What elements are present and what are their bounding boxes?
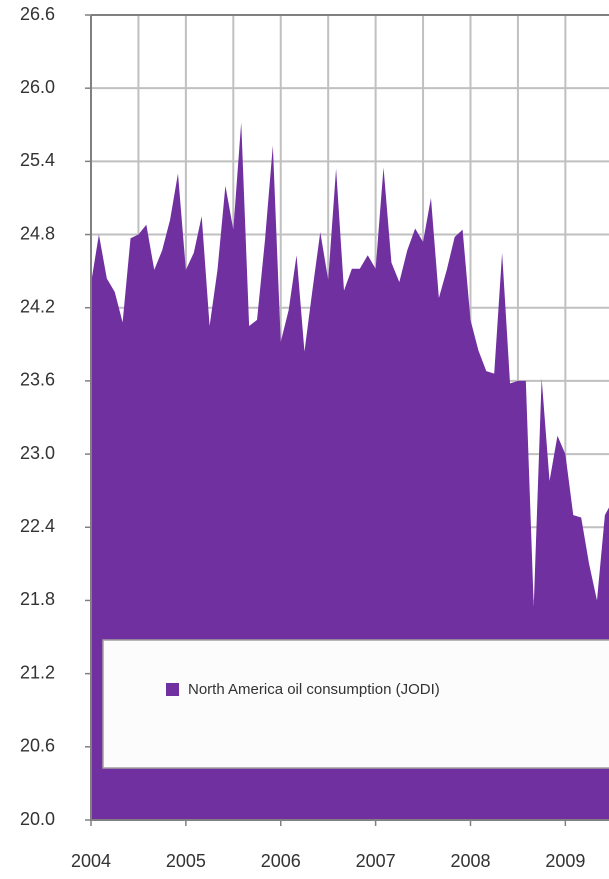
axes: 20.0 20.6 21.2 21.8 22.4 23.0 23.6 24.2 24.8 25.4… (20, 4, 609, 871)
x-tick-label: 2009 (545, 851, 585, 871)
y-tick-label: 26.6 (20, 4, 55, 24)
y-tick-label: 20.6 (20, 736, 55, 756)
x-tick-label: 2007 (356, 851, 396, 871)
y-tick-label: 26.0 (20, 77, 55, 97)
legend: North America oil consumption (JODI) (102, 639, 609, 769)
y-tick-label: 24.2 (20, 296, 55, 316)
y-tick-label: 25.4 (20, 150, 55, 170)
y-tick-label: 24.8 (20, 223, 55, 243)
y-tick-label: 21.8 (20, 589, 55, 609)
x-tick-label: 2005 (166, 851, 206, 871)
y-tick-label: 23.0 (20, 443, 55, 463)
y-tick-label: 20.0 (20, 809, 55, 829)
legend-box (102, 639, 609, 769)
legend-swatch (166, 683, 179, 696)
y-tick-label: 22.4 (20, 516, 55, 536)
y-tick-label: 21.2 (20, 662, 55, 682)
legend-label: North America oil consumption (JODI) (188, 681, 440, 698)
x-tick-label: 2004 (71, 851, 111, 871)
x-tick-label: 2006 (261, 851, 301, 871)
y-tick-label: 23.6 (20, 370, 55, 390)
x-tick-label: 2008 (450, 851, 490, 871)
